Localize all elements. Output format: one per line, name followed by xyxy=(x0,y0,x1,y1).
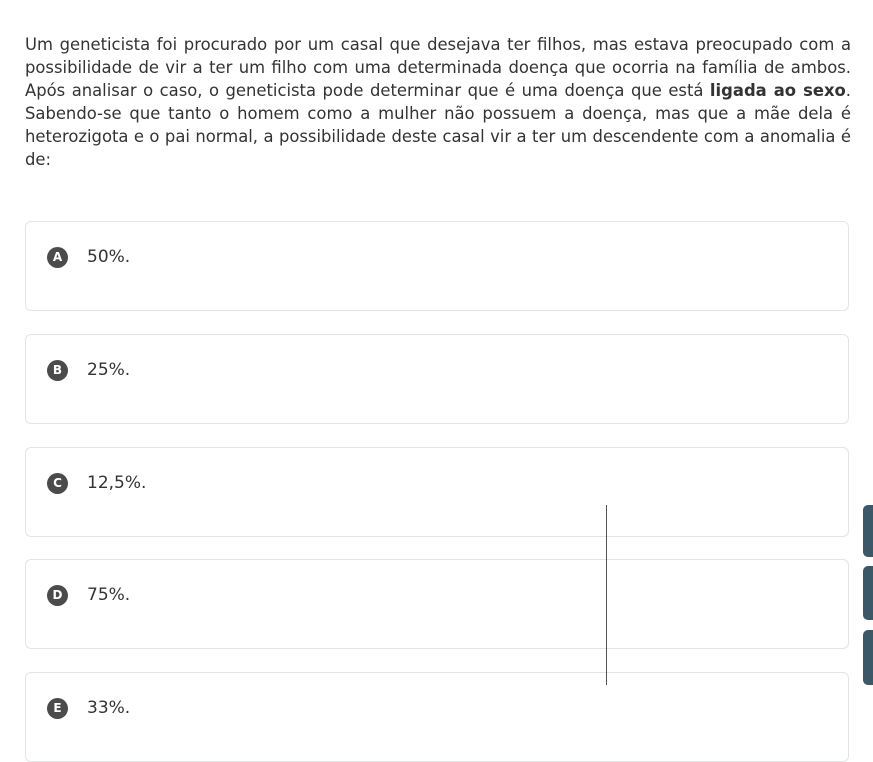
option-card[interactable]: C 12,5%. xyxy=(25,446,849,537)
option-letter: B xyxy=(47,359,68,381)
option-card[interactable]: D 75%. xyxy=(25,559,849,650)
page: Um geneticista foi procurado por um casa… xyxy=(25,33,873,762)
question-part: . Sabendo-se que tanto o homem como a mu… xyxy=(25,81,851,169)
option-text: 75%. xyxy=(87,585,131,606)
option-text: 25%. xyxy=(87,359,131,380)
question-part: Um geneticista foi procurado por um casa… xyxy=(25,35,851,100)
side-tab[interactable] xyxy=(863,566,873,620)
option-card[interactable]: B 25%. xyxy=(25,333,849,424)
side-tab[interactable] xyxy=(863,505,873,557)
option-card[interactable]: E 33%. xyxy=(25,672,849,762)
question-bold: ligada ao sexo xyxy=(709,81,846,100)
option-letter: C xyxy=(47,472,68,494)
option-text: 12,5%. xyxy=(87,472,147,493)
option-letter: D xyxy=(47,585,68,607)
question-text: Um geneticista foi procurado por um casa… xyxy=(25,33,851,171)
option-text: 33%. xyxy=(87,698,131,719)
option-letter: A xyxy=(47,247,68,268)
option-card[interactable]: A 50%. xyxy=(25,221,849,311)
option-text: 50%. xyxy=(87,247,131,267)
option-letter: E xyxy=(47,698,68,720)
side-tab[interactable] xyxy=(863,630,873,685)
divider xyxy=(606,505,607,685)
